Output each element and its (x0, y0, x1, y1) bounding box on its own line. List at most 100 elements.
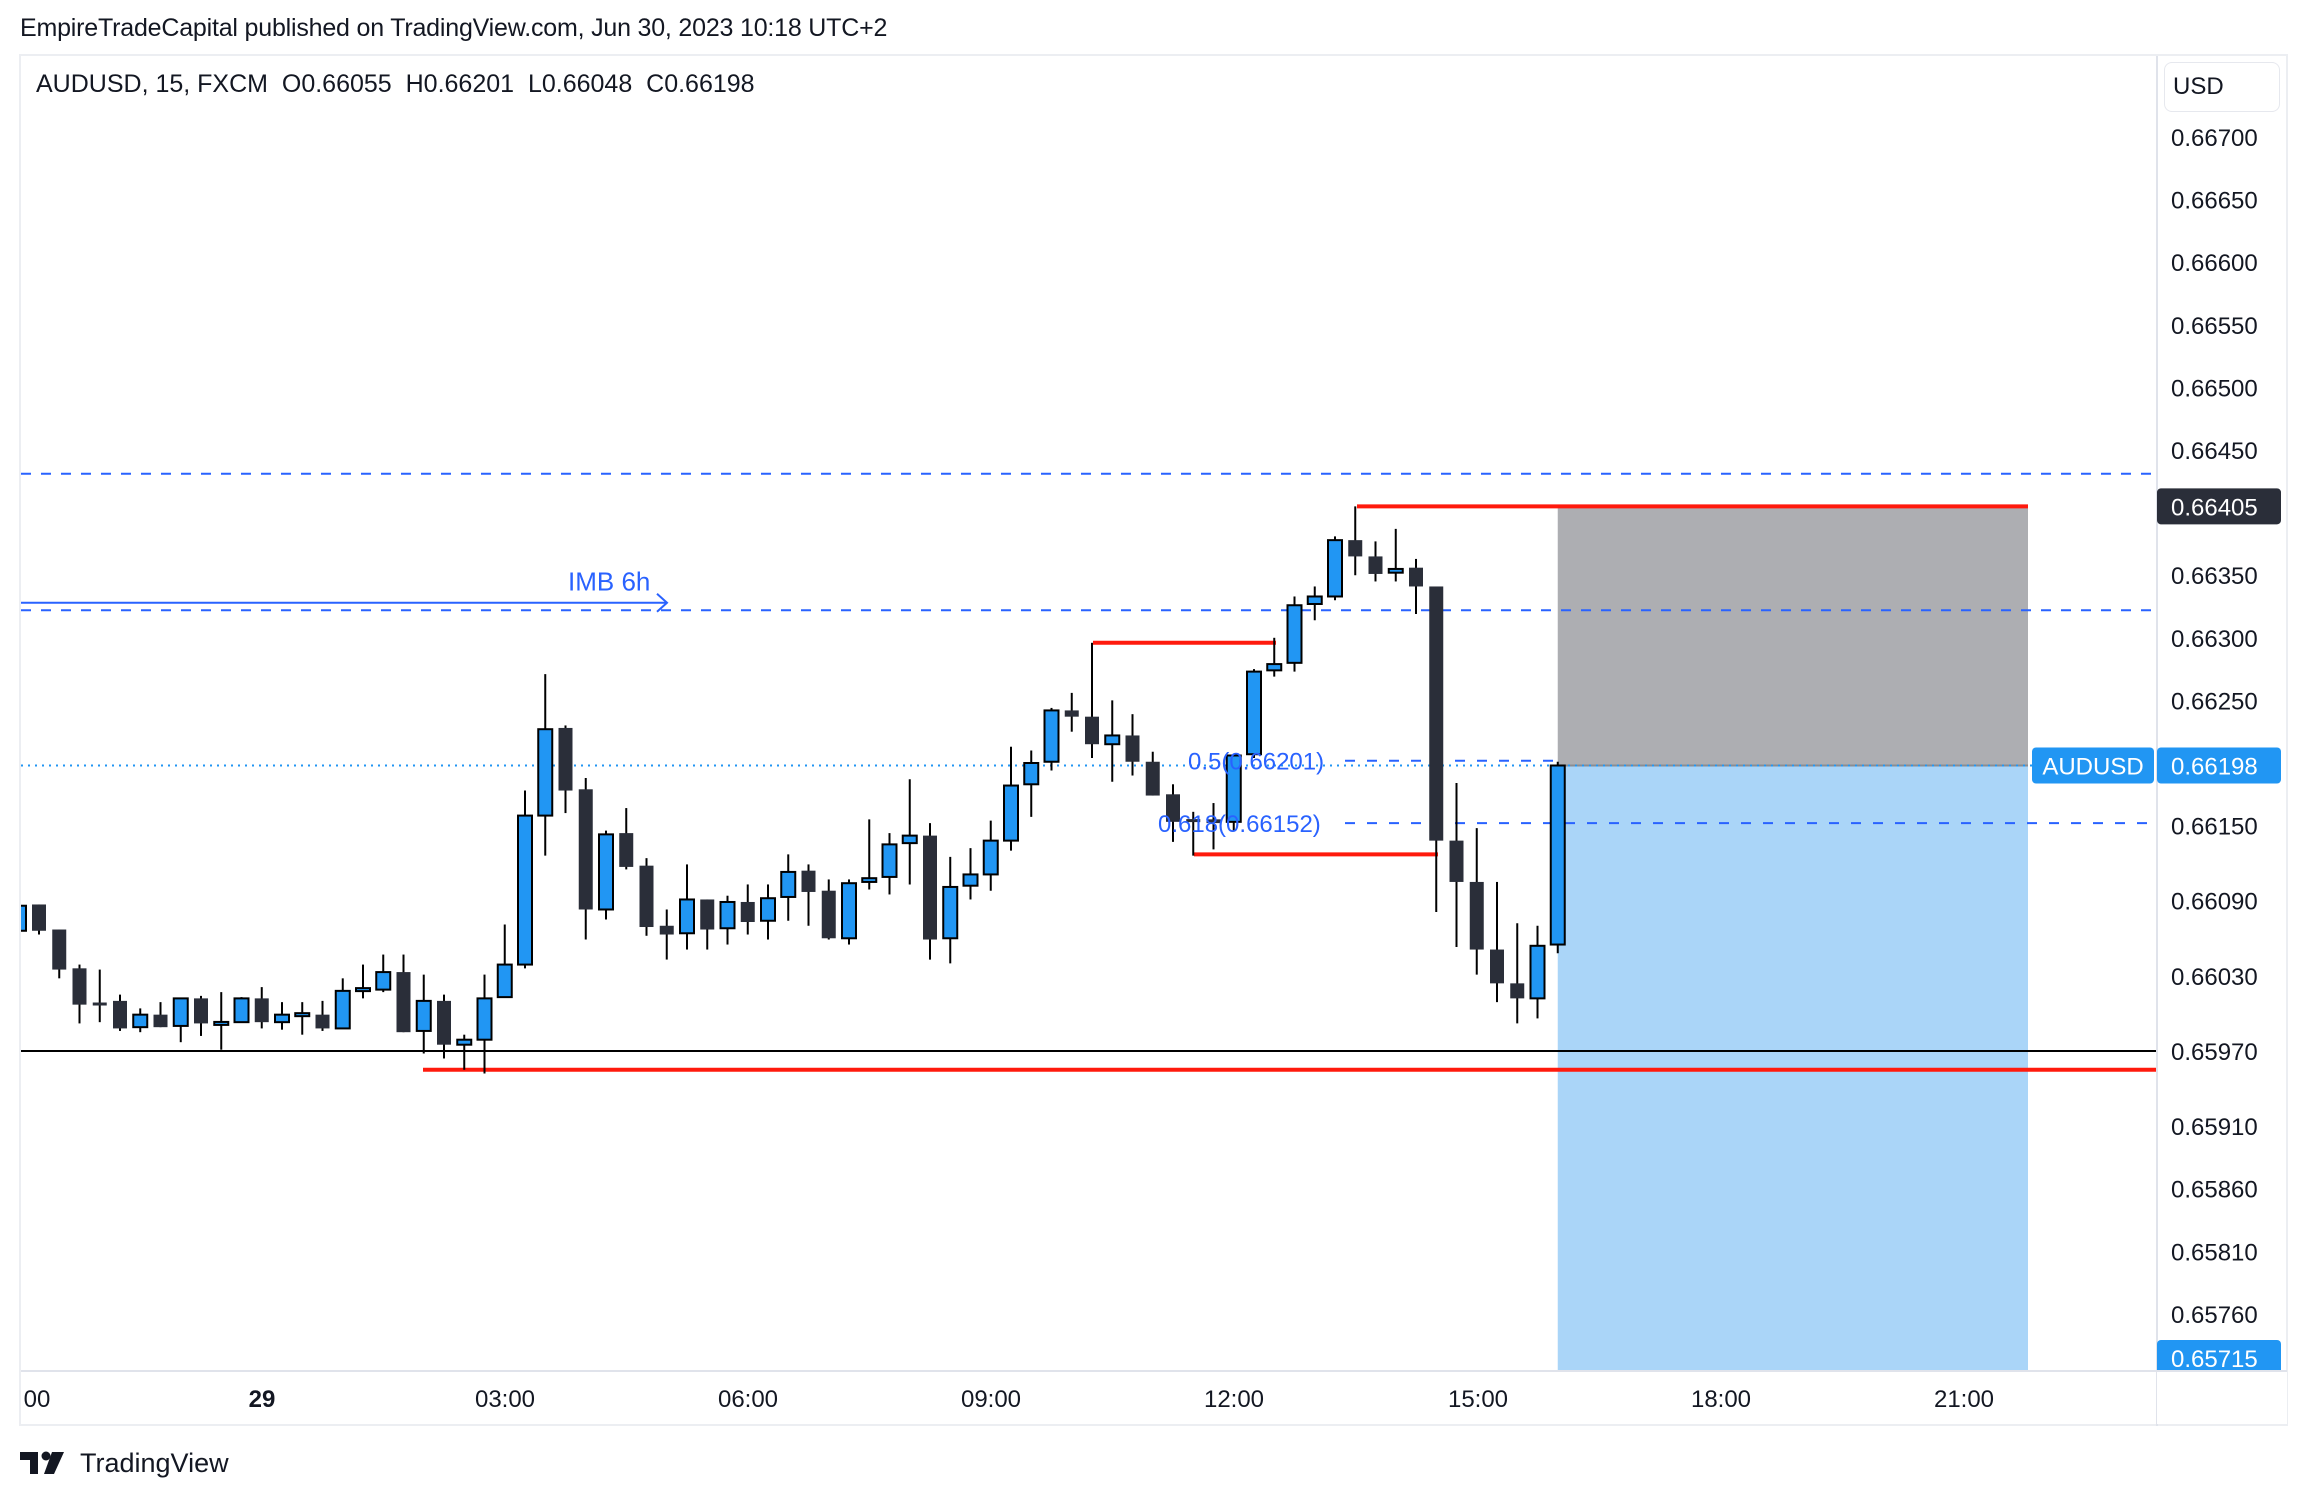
candle-body-down (1510, 983, 1525, 999)
candle (598, 830, 614, 920)
candle (780, 854, 797, 921)
candle (1023, 750, 1040, 817)
candle (841, 879, 857, 945)
chart-frame (19, 54, 2288, 1426)
fib-0618-label: 0.618(0.66152) (1158, 811, 1321, 838)
tradingview-brand: TradingView (80, 1447, 229, 1478)
candle (132, 1008, 149, 1033)
candle-body-up (1529, 944, 1546, 1000)
candle (496, 924, 513, 999)
candle-body-down (639, 865, 654, 928)
candle-body-up (1104, 734, 1121, 746)
candle-body-up (1043, 709, 1060, 763)
candle (760, 884, 776, 940)
time-tick-label: 09:00 (961, 1386, 1021, 1413)
candle (619, 808, 634, 870)
candle (194, 995, 208, 1036)
candle (558, 725, 573, 814)
candle-body-down (1409, 567, 1423, 587)
candle (1409, 558, 1423, 615)
drawings-layer[interactable] (21, 472, 2157, 1072)
price-tick-label: 0.66650 (2171, 188, 2258, 215)
candle-body-up (172, 997, 189, 1027)
candle-body-up (476, 997, 493, 1041)
price-badge-label: 0.65715 (2171, 1346, 2258, 1373)
price-badge (2157, 488, 2281, 525)
candle (659, 909, 674, 960)
candle (719, 895, 736, 945)
candle (537, 674, 554, 856)
candle-body-down (92, 1002, 107, 1006)
candle (1104, 700, 1121, 782)
candle (1064, 692, 1079, 732)
candle-body-down (1166, 794, 1180, 822)
tradingview-logo-icon (20, 1451, 64, 1474)
candle-body-down (1348, 540, 1363, 557)
candle-body-down (1206, 819, 1221, 824)
stop-loss-zone[interactable] (1557, 506, 2028, 766)
candle-body-up (1225, 754, 1242, 823)
candle-body-down (578, 789, 593, 910)
candle-body-up (901, 834, 918, 845)
candle-body-down (1085, 716, 1099, 745)
candle (1043, 707, 1060, 771)
candle (1186, 811, 1201, 856)
legend-low: L0.66048 (527, 70, 633, 98)
candle (1327, 536, 1343, 601)
candle (1166, 784, 1180, 842)
candle-body-up (274, 1013, 290, 1024)
candle-body-up (355, 987, 371, 993)
time-axis[interactable]: 00 29 03:00 06:00 09:00 12:00 15:00 18:00 21:00 (24, 1386, 1994, 1413)
price-axis[interactable]: 0.66700 0.66650 0.66600 0.66550 0.66500 0.664… (2032, 125, 2287, 1424)
price-tick-label: 0.65860 (2171, 1177, 2258, 1204)
candle (1529, 925, 1546, 1019)
candle (52, 929, 67, 979)
candle-body-up (132, 1013, 149, 1029)
candle (415, 974, 432, 1054)
candle (1246, 669, 1262, 758)
candle-body-up (760, 897, 776, 922)
candle (213, 992, 230, 1050)
price-tick-label: 0.65810 (2171, 1239, 2258, 1266)
candle-body-up (1003, 784, 1019, 842)
candle-body-down (1125, 735, 1140, 762)
candle-body-down (700, 899, 715, 930)
candle-body-up (679, 898, 695, 935)
candle-body-down (923, 835, 937, 940)
candle-body-up (294, 1012, 311, 1018)
candle (294, 1002, 311, 1035)
candle (1286, 596, 1303, 672)
candle-body-down (1145, 761, 1160, 796)
candle (1510, 923, 1525, 1024)
candle-body-up (21, 904, 27, 932)
candle-body-up (780, 870, 797, 898)
candle (1003, 746, 1019, 851)
price-tick-label: 0.65910 (2171, 1114, 2258, 1141)
time-tick-label: 06:00 (718, 1386, 778, 1413)
price-tick-label: 0.66350 (2171, 563, 2258, 590)
candle (1429, 586, 1444, 912)
candle (1490, 881, 1504, 1003)
candle-body-down (1368, 556, 1383, 574)
candle-body-up (841, 882, 857, 940)
candle (639, 858, 654, 936)
currency-button[interactable]: USD (2164, 62, 2280, 112)
position-tool[interactable] (1557, 506, 2028, 1371)
candle-body-down (254, 998, 269, 1023)
time-tick-label: 03:00 (475, 1386, 535, 1413)
annotation-labels: IMB 6h 0.5(0.66201) 0.618(0.66152) (568, 567, 1324, 838)
candle-body-up (415, 999, 432, 1032)
tradingview-logo[interactable]: TradingView (20, 1448, 229, 1478)
imb-label: IMB 6h (568, 567, 650, 597)
price-tick-label: 0.65970 (2171, 1039, 2258, 1066)
candle-body-up (962, 873, 979, 887)
price-tick-label: 0.66250 (2171, 688, 2258, 715)
candle-body-down (113, 1000, 127, 1029)
time-tick-label: 15:00 (1448, 1386, 1508, 1413)
candle-body-up (942, 885, 959, 940)
candle-body-up (1246, 670, 1262, 756)
candle (1125, 714, 1140, 776)
price-tick-label: 0.66500 (2171, 375, 2258, 402)
candle (942, 856, 959, 964)
